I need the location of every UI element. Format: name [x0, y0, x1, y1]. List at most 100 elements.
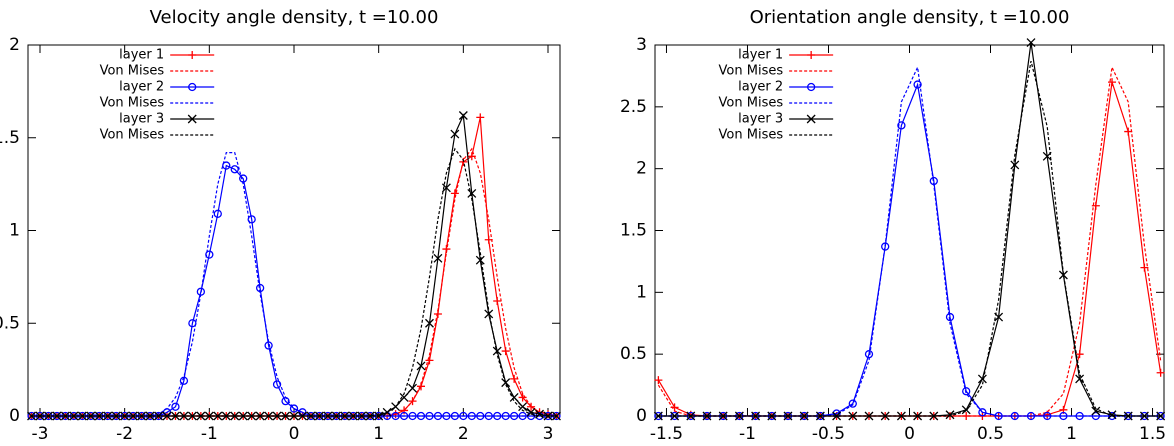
- marker: [881, 242, 890, 251]
- y-tick-label: 1.5: [0, 128, 20, 148]
- marker: [897, 121, 906, 130]
- legend-label: layer 2: [119, 80, 164, 95]
- legend-label: layer 2: [738, 80, 783, 95]
- fit-curve: [658, 60, 1161, 417]
- fit-curve: [657, 65, 1162, 417]
- legend-marker: [187, 114, 197, 124]
- marker: [1156, 368, 1165, 377]
- legend-label: Von Mises: [719, 64, 784, 79]
- fit-curve: [31, 147, 557, 417]
- legend-label: layer 1: [119, 48, 164, 63]
- x-tick-label: -1: [739, 424, 756, 444]
- marker: [1026, 38, 1036, 47]
- marker: [475, 255, 485, 265]
- x-tick-label: -2: [116, 424, 133, 444]
- marker: [205, 250, 214, 259]
- marker: [433, 309, 442, 318]
- x-tick-label: 0.5: [977, 424, 1004, 444]
- marker: [945, 410, 955, 420]
- marker: [1156, 411, 1166, 421]
- data-line: [31, 113, 557, 417]
- legend-marker: [807, 82, 816, 92]
- marker: [1091, 406, 1101, 416]
- legend-label: Von Mises: [719, 96, 784, 111]
- marker: [1140, 263, 1149, 272]
- marker: [718, 411, 728, 421]
- marker: [1010, 160, 1020, 170]
- marker: [196, 411, 206, 421]
- marker: [340, 411, 350, 421]
- marker: [171, 402, 180, 411]
- y-tick-label: 3: [636, 35, 647, 55]
- marker: [408, 383, 417, 393]
- marker: [527, 402, 536, 411]
- marker: [978, 408, 987, 417]
- y-tick-label: 1: [636, 282, 647, 302]
- marker: [832, 409, 841, 418]
- marker: [221, 411, 231, 421]
- marker: [331, 411, 341, 421]
- marker: [783, 411, 793, 421]
- legend-label: Von Mises: [719, 128, 784, 143]
- x-tick-label: 1: [373, 424, 384, 444]
- marker: [962, 387, 971, 396]
- legend-marker: [188, 51, 197, 59]
- marker: [289, 404, 299, 413]
- marker: [281, 411, 290, 421]
- marker: [492, 346, 502, 356]
- y-tick-label: 2: [636, 159, 647, 179]
- marker: [501, 378, 511, 388]
- marker: [1075, 374, 1085, 384]
- y-tick-label: 1.5: [620, 221, 647, 241]
- chart-title: Velocity angle density, t =10.00: [150, 7, 439, 28]
- legend-label: layer 3: [738, 112, 783, 127]
- marker: [1107, 410, 1117, 420]
- marker: [518, 402, 528, 412]
- x-tick-label: 3: [543, 424, 554, 444]
- marker: [306, 411, 316, 421]
- x-tick-label: 1.5: [1139, 424, 1166, 444]
- y-tick-label: 2.5: [620, 97, 647, 117]
- marker: [416, 361, 426, 371]
- data-line: [31, 117, 557, 417]
- marker: [510, 374, 519, 383]
- marker: [526, 407, 536, 417]
- marker: [247, 215, 256, 224]
- marker: [425, 356, 434, 365]
- data-line: [31, 164, 557, 417]
- marker: [476, 113, 485, 122]
- marker: [171, 411, 180, 421]
- marker: [535, 409, 545, 419]
- marker: [493, 296, 502, 305]
- marker: [1091, 201, 1100, 210]
- marker: [35, 411, 45, 421]
- marker: [501, 347, 510, 356]
- marker: [458, 111, 468, 120]
- marker: [222, 161, 231, 170]
- legend-label: layer 1: [738, 48, 783, 63]
- x-tick-label: -3: [32, 424, 49, 444]
- y-tick-label: 0.5: [620, 344, 647, 364]
- x-tick-label: 1: [1066, 424, 1077, 444]
- marker: [654, 376, 663, 385]
- marker: [1124, 127, 1133, 136]
- legend-label: layer 3: [119, 112, 164, 127]
- marker: [977, 374, 987, 384]
- marker: [188, 319, 197, 328]
- fit-curve: [658, 65, 1161, 417]
- marker: [1108, 78, 1117, 87]
- legend-marker: [188, 82, 197, 92]
- marker: [111, 411, 121, 421]
- marker: [255, 411, 265, 421]
- marker: [1058, 270, 1068, 280]
- marker: [702, 411, 712, 421]
- marker: [848, 411, 858, 421]
- x-tick-label: -1.5: [650, 424, 683, 444]
- legend-label: Von Mises: [100, 128, 165, 143]
- x-tick-label: 0: [904, 424, 915, 444]
- y-tick-label: 0.5: [0, 313, 20, 333]
- fit-curve: [31, 147, 557, 417]
- marker: [848, 399, 857, 408]
- marker: [399, 392, 409, 402]
